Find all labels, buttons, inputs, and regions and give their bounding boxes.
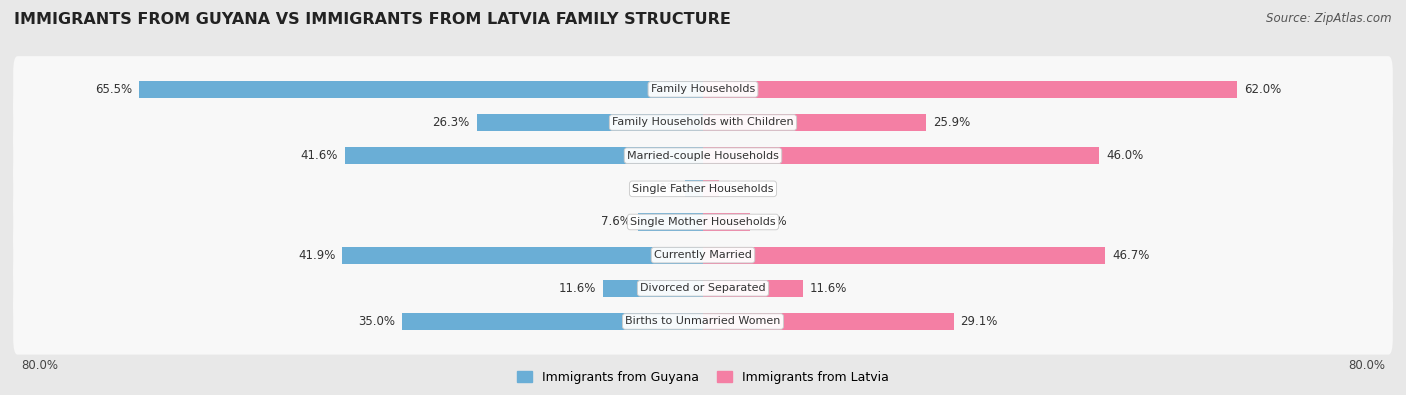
Text: 46.7%: 46.7% xyxy=(1112,248,1150,261)
Text: 46.0%: 46.0% xyxy=(1107,149,1143,162)
Text: Family Households: Family Households xyxy=(651,85,755,94)
Bar xyxy=(603,280,703,297)
Text: 7.6%: 7.6% xyxy=(600,216,631,228)
Text: 41.6%: 41.6% xyxy=(301,149,337,162)
Text: Family Households with Children: Family Households with Children xyxy=(612,117,794,128)
Text: 35.0%: 35.0% xyxy=(357,315,395,328)
FancyBboxPatch shape xyxy=(13,222,1393,288)
Bar xyxy=(703,246,1105,264)
Bar xyxy=(637,213,703,231)
Text: 2.1%: 2.1% xyxy=(648,182,678,195)
Text: 11.6%: 11.6% xyxy=(810,282,848,295)
Text: Births to Unmarried Women: Births to Unmarried Women xyxy=(626,316,780,326)
Text: 1.9%: 1.9% xyxy=(727,182,756,195)
Bar xyxy=(344,147,703,164)
FancyBboxPatch shape xyxy=(13,122,1393,189)
FancyBboxPatch shape xyxy=(13,255,1393,322)
Text: Single Mother Households: Single Mother Households xyxy=(630,217,776,227)
FancyBboxPatch shape xyxy=(13,56,1393,122)
FancyBboxPatch shape xyxy=(13,189,1393,255)
Text: 41.9%: 41.9% xyxy=(298,248,335,261)
Text: Currently Married: Currently Married xyxy=(654,250,752,260)
Bar xyxy=(139,81,703,98)
Text: 11.6%: 11.6% xyxy=(558,282,596,295)
Text: 26.3%: 26.3% xyxy=(433,116,470,129)
Text: 25.9%: 25.9% xyxy=(934,116,970,129)
Bar xyxy=(477,114,703,131)
Text: IMMIGRANTS FROM GUYANA VS IMMIGRANTS FROM LATVIA FAMILY STRUCTURE: IMMIGRANTS FROM GUYANA VS IMMIGRANTS FRO… xyxy=(14,12,731,27)
Text: 80.0%: 80.0% xyxy=(21,359,58,372)
Bar xyxy=(703,114,927,131)
Bar xyxy=(703,280,803,297)
Text: Source: ZipAtlas.com: Source: ZipAtlas.com xyxy=(1267,12,1392,25)
Text: Single Father Households: Single Father Households xyxy=(633,184,773,194)
Text: 62.0%: 62.0% xyxy=(1244,83,1281,96)
Bar xyxy=(342,246,703,264)
FancyBboxPatch shape xyxy=(13,288,1393,355)
Bar xyxy=(703,147,1099,164)
Text: Divorced or Separated: Divorced or Separated xyxy=(640,283,766,293)
Bar xyxy=(703,81,1237,98)
Text: 29.1%: 29.1% xyxy=(960,315,998,328)
Legend: Immigrants from Guyana, Immigrants from Latvia: Immigrants from Guyana, Immigrants from … xyxy=(512,366,894,389)
Bar xyxy=(703,213,751,231)
FancyBboxPatch shape xyxy=(13,156,1393,222)
FancyBboxPatch shape xyxy=(13,89,1393,156)
Text: Married-couple Households: Married-couple Households xyxy=(627,150,779,161)
Bar xyxy=(685,180,703,198)
Bar xyxy=(703,313,953,330)
Text: 5.5%: 5.5% xyxy=(758,216,787,228)
Bar xyxy=(402,313,703,330)
Text: 65.5%: 65.5% xyxy=(96,83,132,96)
Text: 80.0%: 80.0% xyxy=(1348,359,1385,372)
Bar xyxy=(703,180,720,198)
